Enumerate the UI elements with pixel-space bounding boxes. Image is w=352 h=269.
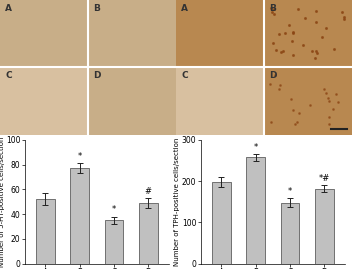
Text: *: * <box>77 152 82 161</box>
Bar <box>0 0 87 66</box>
Bar <box>89 0 176 66</box>
Text: A: A <box>5 4 12 13</box>
Bar <box>265 68 352 134</box>
Text: *: * <box>112 205 116 214</box>
Bar <box>89 68 176 134</box>
Text: #: # <box>145 187 152 196</box>
Y-axis label: Number of TPH-positive cells/section: Number of TPH-positive cells/section <box>175 137 181 266</box>
Bar <box>315 189 334 264</box>
Bar <box>246 157 265 264</box>
Bar <box>139 203 158 264</box>
Text: B: B <box>93 4 100 13</box>
Bar <box>0 68 87 134</box>
Bar <box>212 182 231 264</box>
Bar <box>105 220 124 264</box>
Text: D: D <box>93 71 101 80</box>
Bar <box>265 0 352 66</box>
Bar <box>281 203 300 264</box>
Bar <box>70 168 89 264</box>
Text: B: B <box>269 4 276 13</box>
Text: D: D <box>269 71 277 80</box>
Text: C: C <box>5 71 12 80</box>
Text: *: * <box>288 187 292 196</box>
Bar <box>176 68 263 134</box>
Text: *#: *# <box>319 174 330 183</box>
Bar <box>176 0 263 66</box>
Text: A: A <box>181 4 188 13</box>
Y-axis label: Number of 5-HT-positive cells/section: Number of 5-HT-positive cells/section <box>0 136 5 267</box>
Bar <box>36 199 55 264</box>
Text: C: C <box>181 71 188 80</box>
Text: *: * <box>253 143 258 152</box>
